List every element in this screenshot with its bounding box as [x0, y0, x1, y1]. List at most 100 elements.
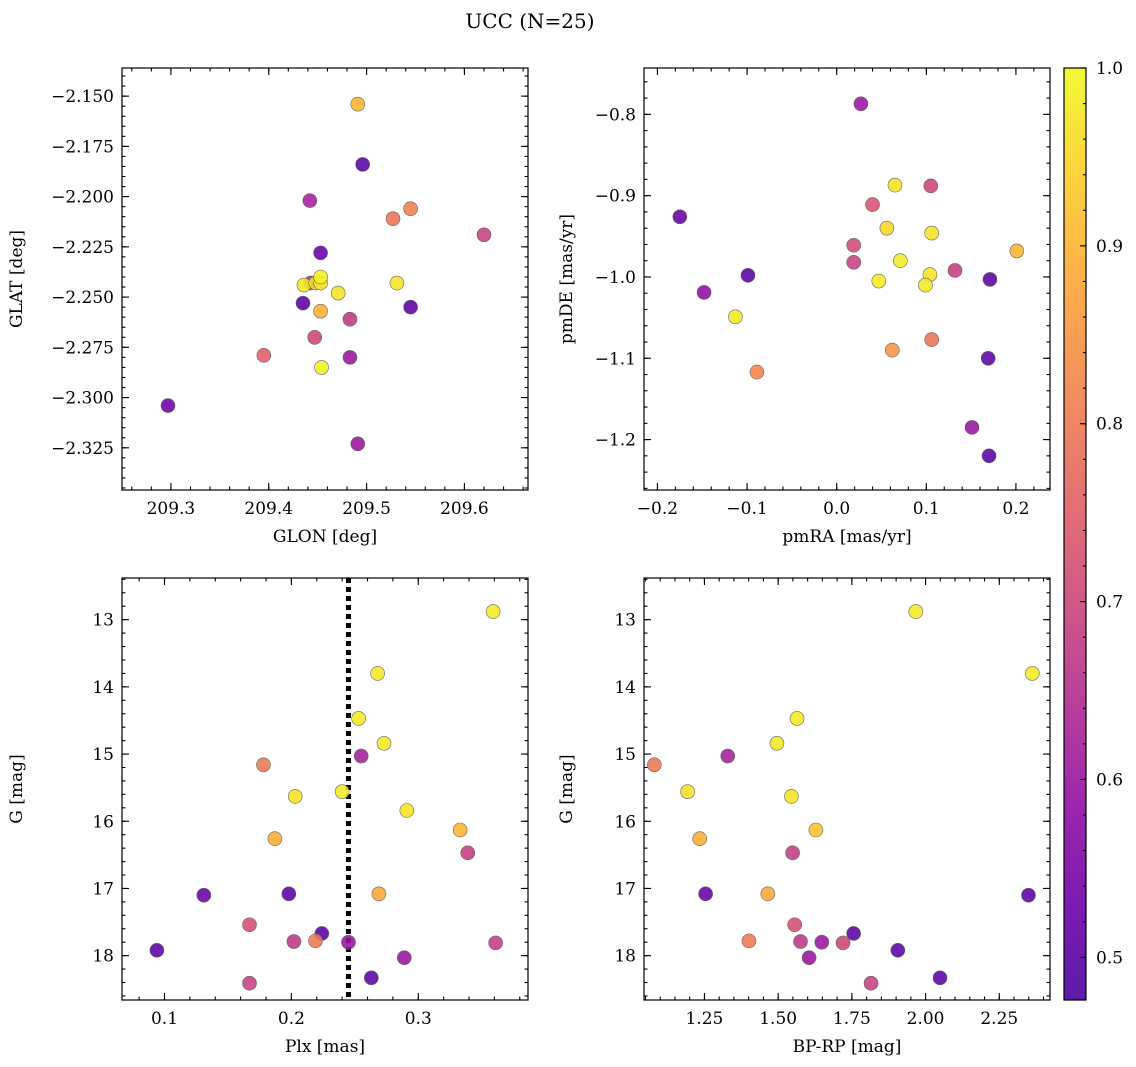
scatter-point [314, 360, 329, 375]
scatter-point [1021, 887, 1036, 903]
x-axis-label: pmRA [mas/yr] [782, 527, 911, 547]
scatter-point [376, 736, 392, 751]
x-tick-label: 209.4 [244, 499, 293, 519]
x-tick-label: 0.3 [405, 1009, 432, 1029]
scatter-point [488, 935, 503, 951]
scatter-point [1025, 666, 1040, 681]
scatter-point [399, 803, 415, 818]
points-group [672, 96, 1025, 464]
scatter-point [351, 711, 366, 726]
scatter-point [149, 942, 165, 958]
y-tick-label: −2.150 [51, 87, 114, 107]
x-tick-label: 1.25 [686, 1009, 724, 1029]
colorbar-tick-label: 0.5 [1096, 948, 1123, 968]
points-group [149, 578, 503, 1000]
scatter-point [647, 757, 662, 773]
scatter-point [787, 917, 802, 933]
scatter-point [741, 933, 757, 949]
scatter-point [403, 201, 418, 216]
colorbar-frame [1063, 67, 1087, 1001]
scatter-point [692, 831, 708, 847]
x-tick-label: 2.25 [980, 1009, 1018, 1029]
axes-frame [121, 577, 529, 1001]
y-tick-label: 15 [614, 745, 636, 765]
scatter-point [887, 177, 903, 193]
y-tick-label: −0.8 [595, 105, 636, 125]
scatter-point [863, 975, 879, 991]
y-tick-label: 14 [92, 678, 114, 698]
scatter-point [267, 831, 283, 847]
scatter-point [295, 295, 311, 311]
scatter-point [884, 342, 900, 358]
colorbar-tick-label: 0.8 [1096, 415, 1123, 435]
y-tick-label: −1.0 [595, 268, 636, 288]
panel-g-vs-bprp: 1.25 1.50 1.75 2.00 2.25 13 14 15 16 17 18 BP-RP [m… [557, 577, 1051, 1057]
x-tick-label: 2.00 [907, 1009, 945, 1029]
scatter-point [403, 299, 418, 315]
y-axis-label: G [mag] [7, 754, 27, 823]
scatter-point [1009, 243, 1025, 259]
colorbar-gradient [1064, 68, 1086, 1000]
axes-frame [121, 67, 529, 491]
scatter-point [476, 227, 492, 243]
colorbar-tick-label: 0.9 [1096, 237, 1123, 257]
y-tick-label: 13 [614, 611, 636, 631]
x-tick-label: 0.2 [278, 1009, 305, 1029]
scatter-point [302, 193, 318, 208]
x-tick-label: −0.2 [637, 499, 678, 519]
y-tick-label: 15 [92, 745, 114, 765]
scatter-point [947, 263, 963, 278]
scatter-point [370, 666, 385, 681]
y-tick-label: −2.300 [51, 389, 114, 409]
scatter-point [728, 309, 743, 325]
scatter-point [789, 711, 805, 726]
colorbar-tick-label: 0.6 [1096, 770, 1123, 790]
scatter-point [760, 886, 776, 902]
scatter-point [452, 822, 468, 838]
scatter-point [924, 225, 939, 241]
scatter-point [846, 237, 862, 253]
points-group [647, 604, 1040, 991]
y-tick-label: 17 [92, 879, 114, 899]
scatter-point [350, 436, 366, 452]
scatter-point [814, 934, 830, 950]
x-tick-label: 1.75 [833, 1009, 871, 1029]
y-tick-label: 17 [614, 879, 636, 899]
y-tick-label: 14 [614, 678, 636, 698]
y-tick-label: −1.1 [595, 349, 636, 369]
x-axis-label: BP-RP [mag] [793, 1037, 902, 1057]
scatter-point [341, 934, 356, 950]
x-tick-label: 1.50 [759, 1009, 797, 1029]
axes-frame [643, 67, 1051, 491]
x-tick-label: 209.6 [440, 499, 489, 519]
figure-title: UCC (N=25) [465, 9, 594, 33]
scatter-point [846, 926, 861, 941]
scatter-point [918, 277, 933, 293]
y-tick-label: −2.225 [51, 238, 114, 258]
scatter-point [242, 917, 257, 933]
scatter-point [307, 329, 323, 345]
scatter-point [313, 303, 328, 319]
colorbar: 0.5 0.6 0.7 0.8 0.9 1.0 [1063, 59, 1123, 1001]
scatter-point [698, 886, 713, 902]
x-tick-label: 0.1 [913, 499, 940, 519]
scatter-point [160, 398, 176, 413]
y-tick-label: −2.200 [51, 188, 114, 208]
scatter-point [769, 736, 785, 751]
scatter-point [256, 757, 271, 773]
y-tick-label: −0.9 [595, 187, 636, 207]
scatter-point [389, 275, 405, 291]
y-tick-label: −1.2 [595, 431, 636, 451]
scatter-point [793, 934, 808, 949]
panel-glat-vs-glon: 209.3 209.4 209.5 209.6 −2.150 −2.175 −2.200 −2… [7, 67, 529, 547]
scatter-point [342, 350, 358, 365]
scatter-point [893, 253, 908, 269]
y-tick-label: 16 [614, 812, 636, 832]
y-tick-label: 18 [92, 947, 114, 967]
scatter-point [308, 933, 323, 949]
scatter-point [313, 245, 328, 261]
scatter-point [808, 822, 824, 838]
scatter-point [355, 157, 370, 172]
scatter-point [871, 273, 887, 289]
